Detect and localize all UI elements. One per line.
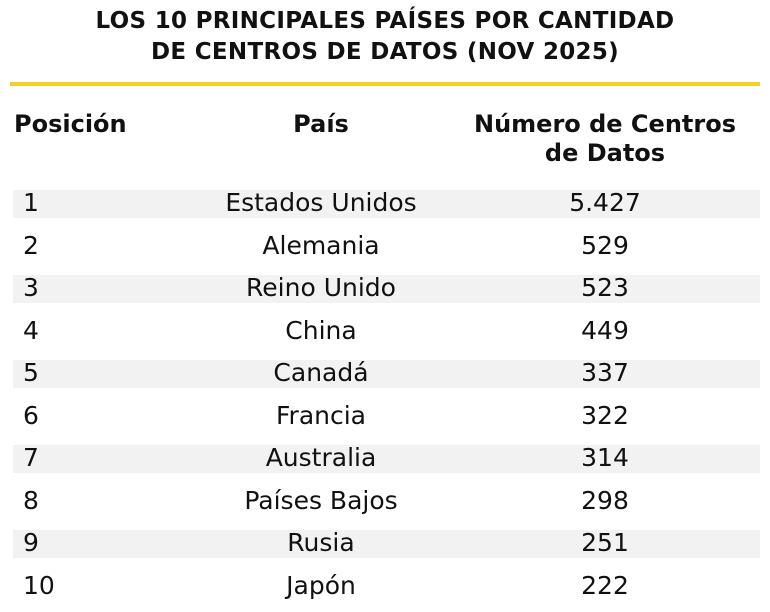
cell-posicion: 6 — [23, 400, 39, 430]
cell-posicion: 2 — [23, 230, 39, 260]
table-row: 3 Reino Unido 523 — [13, 273, 760, 303]
chart-title: LOS 10 PRINCIPALES PAÍSES POR CANTIDAD D… — [0, 6, 770, 68]
cell-pais: Australia — [265, 443, 377, 472]
cell-posicion: 9 — [23, 528, 39, 557]
header-pais: País — [293, 110, 349, 138]
title-divider — [10, 82, 760, 86]
header-posicion: Posición — [14, 110, 127, 138]
cell-posicion: 1 — [23, 188, 39, 217]
header-numero: Número de Centros de Datos — [450, 110, 760, 168]
table-row: 1 Estados Unidos 5.427 — [13, 188, 760, 218]
cell-numero: 523 — [581, 273, 629, 302]
title-line-2: DE CENTROS DE DATOS (NOV 2025) — [151, 39, 619, 65]
table-row: 2 Alemania 529 — [13, 231, 760, 261]
cell-pais: Francia — [275, 400, 366, 430]
cell-pais: Estados Unidos — [225, 188, 417, 217]
cell-pais: Rusia — [287, 528, 355, 557]
cell-posicion: 10 — [23, 570, 55, 600]
table-row: 7 Australia 314 — [13, 443, 760, 473]
cell-numero: 529 — [581, 230, 629, 260]
cell-posicion: 4 — [23, 315, 39, 345]
title-line-1: LOS 10 PRINCIPALES PAÍSES POR CANTIDAD — [95, 8, 675, 34]
cell-pais: Alemania — [262, 230, 380, 260]
cell-numero: 314 — [581, 443, 629, 472]
table-row: 4 China 449 — [13, 316, 760, 346]
cell-numero: 337 — [581, 358, 629, 387]
table-row: 8 Países Bajos 298 — [13, 486, 760, 516]
cell-numero: 5.427 — [569, 188, 641, 217]
header-numero-line-2: de Datos — [544, 139, 666, 167]
table-row: 9 Rusia 251 — [13, 528, 760, 558]
header-numero-line-1: Número de Centros — [473, 110, 736, 138]
cell-numero: 449 — [581, 315, 629, 345]
cell-pais: Países Bajos — [244, 485, 398, 515]
cell-posicion: 3 — [23, 273, 39, 302]
cell-numero: 222 — [581, 570, 629, 600]
cell-numero: 322 — [581, 400, 629, 430]
cell-pais: Japón — [286, 570, 356, 600]
cell-numero: 251 — [581, 528, 629, 557]
table-row: 6 Francia 322 — [13, 401, 760, 431]
cell-posicion: 7 — [23, 443, 39, 472]
table-row: 10 Japón 222 — [13, 571, 760, 601]
cell-pais: Reino Unido — [246, 273, 396, 302]
cell-pais: China — [285, 315, 357, 345]
cell-posicion: 8 — [23, 485, 39, 515]
cell-posicion: 5 — [23, 358, 39, 387]
cell-pais: Canadá — [273, 358, 369, 387]
cell-numero: 298 — [581, 485, 629, 515]
table-row: 5 Canadá 337 — [13, 358, 760, 388]
